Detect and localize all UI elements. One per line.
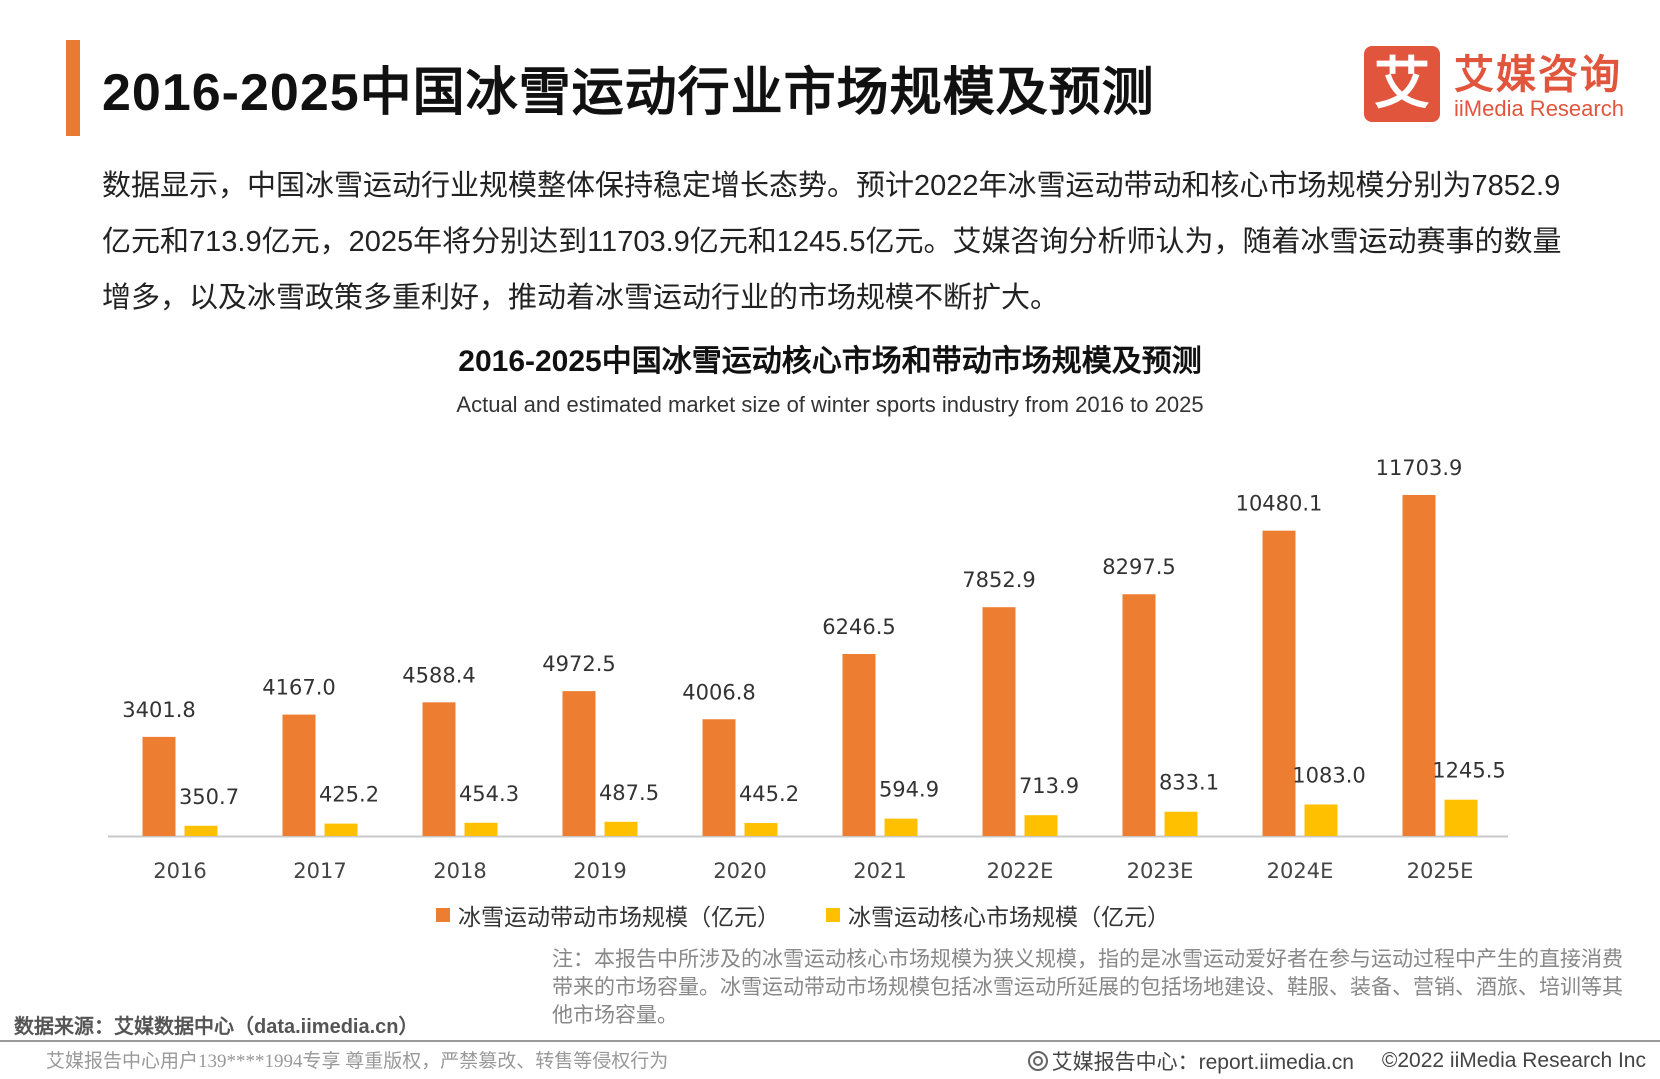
report-center-icon <box>1027 1051 1048 1071</box>
bar-driven-2025E <box>1402 495 1436 836</box>
bar-core-2016 <box>184 825 218 836</box>
bar-core-2019 <box>604 821 638 836</box>
bar-core-2017 <box>324 823 358 836</box>
bar-core-2025E <box>1444 799 1478 836</box>
legend-swatch-driven <box>436 908 450 922</box>
bar-core-2024E <box>1304 804 1338 836</box>
data-label-driven-2025E: 11703.9 <box>1376 456 1463 480</box>
page-title: 2016-2025中国冰雪运动行业市场规模及预测 <box>102 64 1155 122</box>
x-tick-label-2023E: 2023E <box>1127 859 1194 883</box>
bar-core-2018 <box>464 822 498 836</box>
data-label-core-2021: 594.9 <box>879 778 939 802</box>
logo-mark: 艾 <box>1364 46 1440 122</box>
x-tick-label-2017: 2017 <box>293 859 346 883</box>
data-label-driven-2016: 3401.8 <box>122 698 195 722</box>
data-label-core-2020: 445.2 <box>739 782 799 806</box>
chart-legend: 冰雪运动带动市场规模（亿元） 冰雪运动核心市场规模（亿元） <box>436 898 1170 932</box>
data-source: 数据来源：艾媒数据中心（data.iimedia.cn） <box>14 1016 419 1038</box>
legend-item-driven: 冰雪运动带动市场规模（亿元） <box>436 898 780 932</box>
bar-core-2021 <box>884 818 918 836</box>
data-label-driven-2022E: 7852.9 <box>962 568 1035 592</box>
logo-name-cn: 艾媒咨询 <box>1454 53 1622 97</box>
data-label-core-2018: 454.3 <box>459 782 519 806</box>
bar-chart: 3401.8 350.7 2016 4167.0 425.2 2017 4588.4 454.… <box>108 456 1508 883</box>
footer-divider <box>0 1040 1660 1042</box>
bar-driven-2017 <box>282 714 316 836</box>
x-tick-label-2022E: 2022E <box>987 859 1054 883</box>
legend-swatch-core <box>826 908 840 922</box>
legend-label-driven: 冰雪运动带动市场规模（亿元） <box>458 904 780 930</box>
intro-paragraph: 数据显示，中国冰雪运动行业规模整体保持稳定增长态势。预计2022年冰雪运动带动和… <box>102 170 1562 314</box>
data-label-driven-2020: 4006.8 <box>682 680 755 704</box>
data-label-driven-2018: 4588.4 <box>402 663 475 687</box>
data-label-driven-2024E: 10480.1 <box>1236 492 1323 516</box>
x-tick-label-2024E: 2024E <box>1267 859 1334 883</box>
legend-item-core: 冰雪运动核心市场规模（亿元） <box>826 898 1170 932</box>
footer-site-link[interactable]: 艾媒报告中心：report.iimedia.cn <box>1051 1051 1354 1074</box>
x-tick-label-2019: 2019 <box>573 859 626 883</box>
bar-driven-2018 <box>422 702 456 836</box>
chart-title: 2016-2025中国冰雪运动核心市场和带动市场规模及预测 <box>458 345 1202 378</box>
x-tick-label-2016: 2016 <box>153 859 206 883</box>
title-accent-bar <box>66 40 80 136</box>
data-label-core-2017: 425.2 <box>319 783 379 807</box>
legend-label-core: 冰雪运动核心市场规模（亿元） <box>848 904 1170 930</box>
footer-copyright-notice: 艾媒报告中心用户139****1994专享 尊重版权，严禁篡改、转售等侵权行为 <box>46 1051 669 1072</box>
footer-copyright: ©2022 iiMedia Research Inc <box>1381 1049 1646 1072</box>
brand-logo: 艾 艾媒咨询 iiMedia Research <box>1364 44 1632 126</box>
x-tick-label-2018: 2018 <box>433 859 486 883</box>
data-label-driven-2021: 6246.5 <box>822 615 895 639</box>
data-label-driven-2023E: 8297.5 <box>1102 555 1175 579</box>
data-label-core-2024E: 1083.0 <box>1292 763 1365 787</box>
bar-driven-2024E <box>1262 530 1296 836</box>
logo-name-en: iiMedia Research <box>1454 96 1624 121</box>
bar-driven-2023E <box>1122 594 1156 836</box>
x-tick-label-2020: 2020 <box>713 859 766 883</box>
bar-driven-2020 <box>702 719 736 836</box>
data-label-core-2016: 350.7 <box>179 785 239 809</box>
x-tick-label-2021: 2021 <box>853 859 906 883</box>
footer-right: 艾媒报告中心：report.iimedia.cn ©2022 iiMedia R… <box>1027 1046 1646 1076</box>
bar-core-2023E <box>1164 811 1198 836</box>
data-label-core-2019: 487.5 <box>599 781 659 805</box>
x-tick-label-2025E: 2025E <box>1407 859 1474 883</box>
bar-driven-2022E <box>982 607 1016 836</box>
data-label-core-2023E: 833.1 <box>1159 771 1219 795</box>
chart-subtitle: Actual and estimated market size of wint… <box>456 392 1204 417</box>
bar-core-2020 <box>744 823 778 836</box>
bar-driven-2016 <box>142 736 176 836</box>
bar-core-2022E <box>1024 815 1058 836</box>
bar-driven-2021 <box>842 654 876 836</box>
data-label-driven-2019: 4972.5 <box>542 652 615 676</box>
data-label-core-2025E: 1245.5 <box>1432 759 1505 783</box>
data-label-core-2022E: 713.9 <box>1019 774 1079 798</box>
data-label-driven-2017: 4167.0 <box>262 676 335 700</box>
chart-note: 注：本报告中所涉及的冰雪运动核心市场规模为狭义规模，指的是冰雪运动爱好者在参与运… <box>552 948 1623 1027</box>
bar-driven-2019 <box>562 691 596 836</box>
